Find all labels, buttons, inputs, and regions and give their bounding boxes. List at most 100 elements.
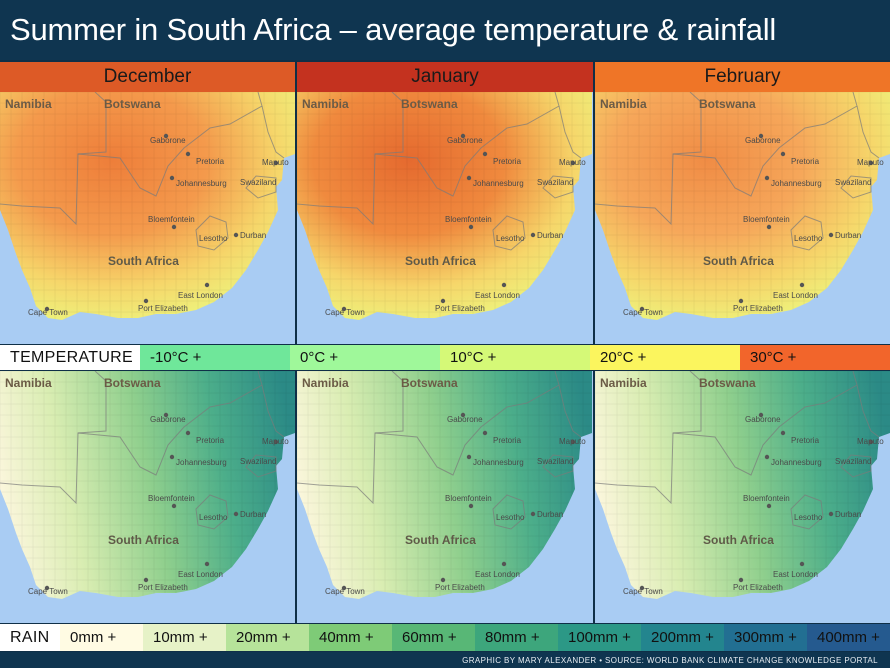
map-label-durban: Durban	[240, 510, 266, 519]
rainfall-overlay	[297, 371, 592, 599]
city-marker	[570, 439, 576, 445]
city-marker	[169, 454, 175, 460]
map-label-swaziland: Swaziland	[240, 457, 276, 466]
city-marker	[273, 439, 279, 445]
city-marker	[44, 585, 50, 591]
month-label: February	[704, 66, 781, 87]
map-label-pretoria: Pretoria	[493, 436, 522, 445]
map-label-south-africa: South Africa	[108, 533, 179, 547]
map-label-gaborone: Gaborone	[150, 415, 186, 424]
temperature-legend-item: -10°C +	[140, 345, 290, 370]
map-label-east-london: East London	[178, 291, 223, 300]
month-header-february: February	[595, 62, 890, 92]
map-label-swaziland: Swaziland	[240, 178, 276, 187]
city-marker	[828, 511, 834, 517]
map-label-johannesburg: Johannesburg	[176, 179, 227, 188]
map-label-east-london: East London	[475, 291, 520, 300]
map-label-swaziland: Swaziland	[835, 457, 871, 466]
map-label-port-elizabeth: Port Elizabeth	[138, 583, 188, 592]
temperature-legend-item: 0°C +	[290, 345, 440, 370]
map-label-lesotho: Lesotho	[199, 234, 228, 243]
map-label-cape-town: Cape Town	[28, 308, 68, 317]
map-label-pretoria: Pretoria	[493, 157, 522, 166]
city-marker	[466, 175, 472, 181]
map-label-bloemfontein: Bloemfontein	[148, 494, 195, 503]
city-marker	[501, 561, 507, 567]
city-marker	[758, 133, 764, 139]
map-label-east-london: East London	[773, 570, 818, 579]
city-marker	[163, 133, 169, 139]
map-label-swaziland: Swaziland	[835, 178, 871, 187]
rain-legend-item: 100mm +	[558, 624, 641, 651]
map-label-johannesburg: Johannesburg	[771, 179, 822, 188]
city-marker	[766, 503, 772, 509]
rain-legend-item: 20mm +	[226, 624, 309, 651]
rain-legend-title: RAIN	[10, 628, 50, 646]
map-label-namibia: Namibia	[5, 97, 52, 111]
temperature-map-january: Namibia Botswana South Africa Gaborone Preto…	[297, 92, 593, 344]
city-marker	[780, 151, 786, 157]
temperature-map-february: Namibia Botswana South Africa Gaborone Preto…	[595, 92, 890, 344]
city-marker	[440, 577, 446, 583]
map-label-botswana: Botswana	[401, 376, 458, 390]
map-label-south-africa: South Africa	[703, 533, 774, 547]
temperature-legend-item: 30°C +	[740, 345, 890, 370]
city-marker	[799, 282, 805, 288]
rain-map-february: Namibia Botswana South Africa Gaborone Preto…	[595, 371, 890, 623]
city-marker	[482, 430, 488, 436]
rain-legend-item: 80mm +	[475, 624, 558, 651]
city-marker	[163, 412, 169, 418]
city-marker	[766, 224, 772, 230]
rain-legend-item: 200mm +	[641, 624, 724, 651]
map-label-namibia: Namibia	[600, 376, 647, 390]
city-marker	[530, 511, 536, 517]
map-label-port-elizabeth: Port Elizabeth	[435, 583, 485, 592]
page-title: Summer in South Africa – average tempera…	[0, 0, 890, 60]
city-marker	[530, 232, 536, 238]
month-label: January	[411, 66, 479, 87]
city-marker	[764, 454, 770, 460]
map-label-south-africa: South Africa	[405, 533, 476, 547]
temperature-legend-title: TEMPERATURE	[10, 348, 134, 366]
temp-map-svg: Namibia Botswana South Africa Gaborone Preto…	[297, 92, 593, 344]
map-label-botswana: Botswana	[104, 97, 161, 111]
map-label-lesotho: Lesotho	[794, 234, 823, 243]
map-label-namibia: Namibia	[5, 376, 52, 390]
city-marker	[185, 430, 191, 436]
map-label-johannesburg: Johannesburg	[771, 458, 822, 467]
map-label-lesotho: Lesotho	[496, 513, 525, 522]
map-label-durban: Durban	[835, 231, 861, 240]
map-label-port-elizabeth: Port Elizabeth	[733, 304, 783, 313]
map-label-maputo: Maputo	[857, 437, 884, 446]
map-label-botswana: Botswana	[699, 97, 756, 111]
city-marker	[143, 577, 149, 583]
map-label-maputo: Maputo	[262, 437, 289, 446]
temperature-overlay	[595, 92, 890, 320]
city-marker	[738, 577, 744, 583]
map-label-pretoria: Pretoria	[791, 436, 820, 445]
temp-map-svg: Namibia Botswana South Africa Gaborone Preto…	[595, 92, 890, 344]
map-label-port-elizabeth: Port Elizabeth	[733, 583, 783, 592]
map-label-namibia: Namibia	[600, 97, 647, 111]
map-label-swaziland: Swaziland	[537, 178, 573, 187]
map-label-swaziland: Swaziland	[537, 457, 573, 466]
map-label-botswana: Botswana	[699, 376, 756, 390]
map-label-south-africa: South Africa	[405, 254, 476, 268]
month-header-december: December	[0, 62, 295, 92]
map-label-bloemfontein: Bloemfontein	[148, 215, 195, 224]
map-label-johannesburg: Johannesburg	[176, 458, 227, 467]
map-label-lesotho: Lesotho	[199, 513, 228, 522]
map-label-cape-town: Cape Town	[28, 587, 68, 596]
city-marker	[171, 224, 177, 230]
city-marker	[468, 503, 474, 509]
city-marker	[460, 133, 466, 139]
map-label-cape-town: Cape Town	[325, 308, 365, 317]
temp-map-svg: Namibia Botswana South Africa Gaborone Preto…	[0, 92, 295, 344]
map-label-namibia: Namibia	[302, 376, 349, 390]
map-label-lesotho: Lesotho	[496, 234, 525, 243]
map-label-durban: Durban	[240, 231, 266, 240]
map-label-gaborone: Gaborone	[447, 136, 483, 145]
rain-legend-item: 400mm +	[807, 624, 890, 651]
map-label-maputo: Maputo	[559, 158, 586, 167]
map-label-durban: Durban	[537, 231, 563, 240]
